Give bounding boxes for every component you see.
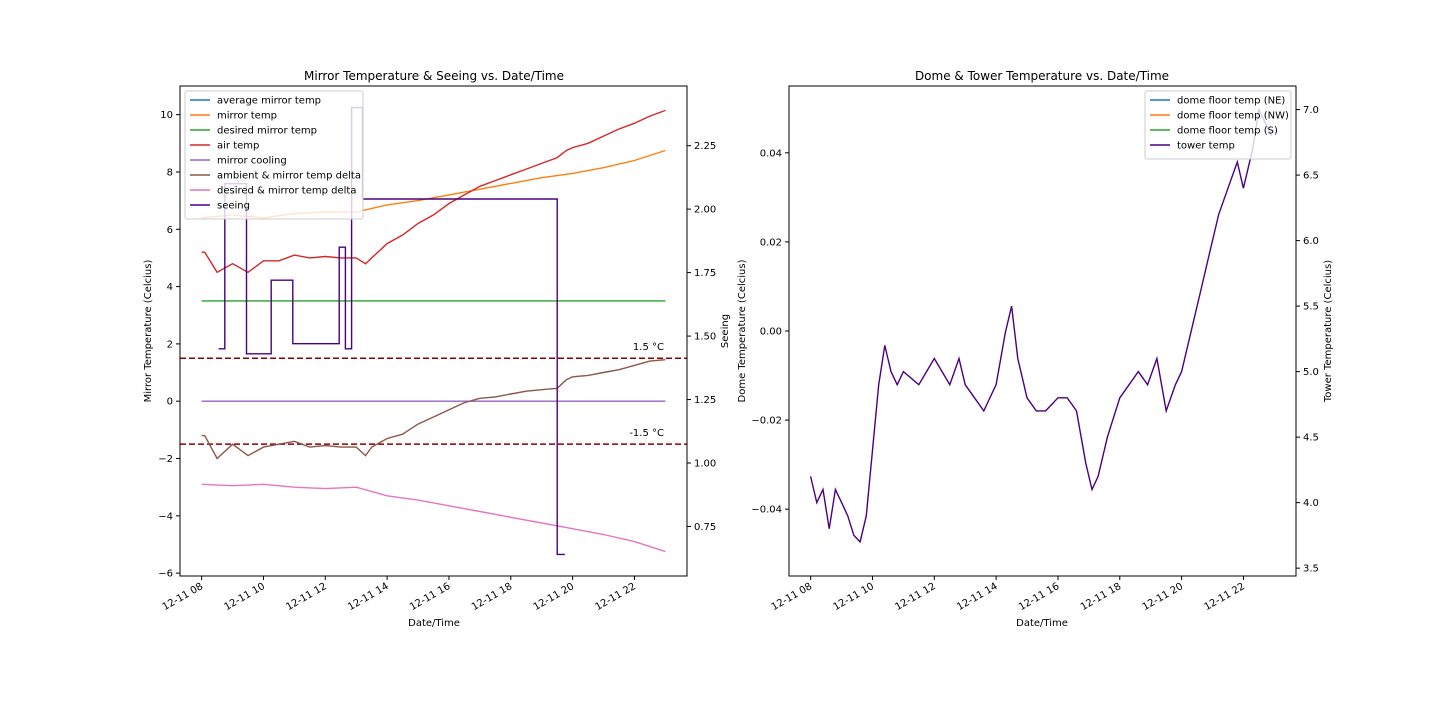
- y2-tick-label: 6.5: [1303, 171, 1319, 182]
- y2-tick-label: 5.0: [1303, 367, 1319, 378]
- chart-title: Dome & Tower Temperature vs. Date/Time: [915, 69, 1169, 83]
- y2-tick-label: 5.5: [1303, 302, 1319, 313]
- plot-frame: [179, 85, 688, 577]
- y2-tick-label: 3.5: [1303, 564, 1319, 575]
- legend-box: [1144, 90, 1292, 160]
- chart-title: Mirror Temperature & Seeing vs. Date/Tim…: [304, 69, 564, 83]
- x-tick-label: 12-11 08: [161, 581, 205, 613]
- x-tick-label: 12-11 12: [284, 581, 328, 613]
- x-tick-label: 12-11 18: [1079, 581, 1123, 613]
- series-line: [201, 109, 666, 274]
- y-tick-label: −0.04: [751, 505, 782, 516]
- legend-box: [184, 90, 364, 220]
- series-line: [201, 483, 666, 553]
- y-tick-label: −6: [158, 569, 173, 580]
- y-tick-label: 0.00: [760, 327, 782, 338]
- y-tick-label: 0.02: [760, 237, 782, 248]
- y2-tick-label: 4.0: [1303, 498, 1319, 509]
- legend-entry: desired mirror temp: [217, 126, 317, 137]
- legend-entry: seeing: [217, 201, 250, 212]
- y2-tick-label: 2.25: [694, 141, 716, 152]
- legend-entry: desired & mirror temp delta: [217, 186, 356, 197]
- x-tick-label: 12-11 08: [770, 581, 814, 613]
- legend-entry: dome floor temp (NE): [1177, 96, 1285, 107]
- y-axis-label: Dome Temperature (Celcius): [737, 259, 748, 402]
- y-tick-label: 0.04: [760, 148, 782, 159]
- x-tick-label: 12-11 22: [1203, 581, 1247, 613]
- x-tick-label: 12-11 16: [408, 581, 452, 613]
- y2-tick-label: 1.25: [694, 395, 716, 406]
- mirror-temperature-chart: Mirror Temperature & Seeing vs. Date/Tim…: [143, 69, 731, 629]
- y2-tick-label: 1.50: [694, 332, 716, 343]
- y-tick-label: 8: [167, 167, 173, 178]
- y-tick-label: 4: [167, 282, 173, 293]
- x-tick-label: 12-11 20: [1141, 581, 1185, 613]
- series-line: [201, 359, 666, 460]
- x-tick-label: 12-11 16: [1017, 581, 1061, 613]
- x-tick-label: 12-11 14: [346, 581, 390, 613]
- y-tick-label: −2: [158, 454, 173, 465]
- y2-tick-label: 2.00: [694, 205, 716, 216]
- legend-entry: dome floor temp (S): [1177, 126, 1278, 137]
- series-line: [809, 107, 1272, 544]
- dome-tower-temperature-chart: Dome & Tower Temperature vs. Date/Time 1…: [737, 69, 1334, 629]
- x-tick-label: 12-11 18: [470, 581, 514, 613]
- y2-tick-label: 6.0: [1303, 236, 1319, 247]
- y-axis-label: Mirror Temperature (Celcius): [143, 260, 154, 403]
- y-tick-label: 0: [167, 397, 173, 408]
- y-tick-label: −4: [158, 511, 173, 522]
- y-tick-label: 2: [167, 339, 173, 350]
- y2-axis-label: Tower Temperature (Celcius): [1323, 260, 1334, 403]
- x-axis-label: Date/Time: [1016, 618, 1068, 629]
- y2-tick-label: 1.75: [694, 268, 716, 279]
- y-tick-label: −0.02: [751, 416, 782, 427]
- legend-entry: average mirror temp: [217, 96, 321, 107]
- legend-entry: mirror cooling: [217, 156, 287, 167]
- x-tick-label: 12-11 10: [223, 581, 267, 613]
- x-tick-label: 12-11 10: [832, 581, 876, 613]
- legend-entry: tower temp: [1177, 141, 1235, 152]
- y-tick-label: 10: [160, 110, 173, 121]
- y2-axis-label: Seeing: [720, 314, 731, 348]
- reference-line-label: -1.5 °C: [629, 428, 664, 439]
- legend-entry: dome floor temp (NW): [1177, 111, 1289, 122]
- x-axis-label: Date/Time: [408, 618, 460, 629]
- y2-tick-label: 0.75: [694, 522, 716, 533]
- y-tick-label: 6: [167, 225, 173, 236]
- legend-entry: ambient & mirror temp delta: [217, 171, 361, 182]
- legend-entry: air temp: [217, 141, 259, 152]
- x-tick-label: 12-11 22: [594, 581, 638, 613]
- y2-tick-label: 1.00: [694, 459, 716, 470]
- x-tick-label: 12-11 20: [532, 581, 576, 613]
- x-tick-label: 12-11 12: [893, 581, 937, 613]
- y2-tick-label: 7.0: [1303, 105, 1319, 116]
- reference-line-label: 1.5 °C: [633, 342, 664, 353]
- x-tick-label: 12-11 14: [955, 581, 999, 613]
- legend-entry: mirror temp: [217, 111, 277, 122]
- y2-tick-label: 4.5: [1303, 433, 1319, 444]
